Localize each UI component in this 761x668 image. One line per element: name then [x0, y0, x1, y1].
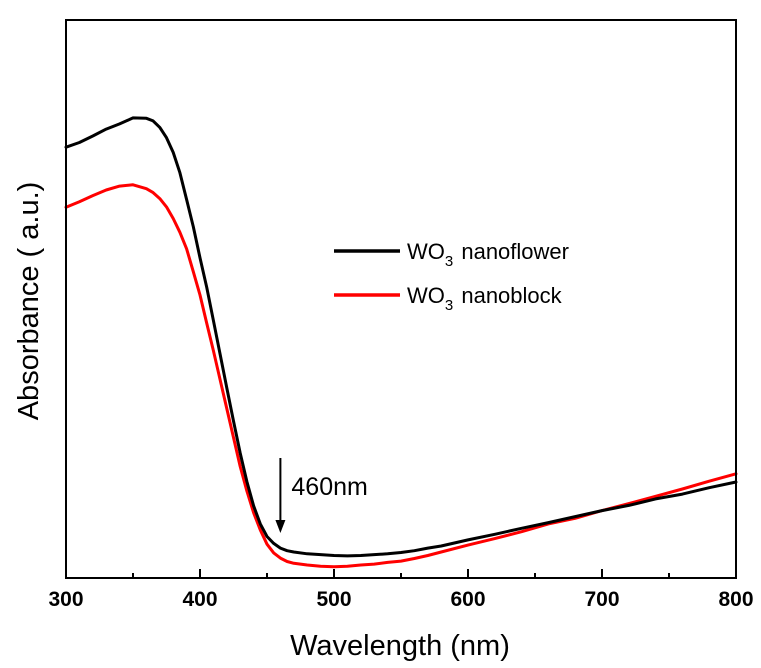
plot-frame-group: [65, 19, 737, 579]
x-tick-label: 300: [48, 588, 83, 611]
annotation-group: 460nm: [275, 458, 368, 533]
x-tick-label: 500: [316, 588, 351, 611]
annotation-arrow-head: [275, 520, 286, 533]
legend-entry-label: WO3 nanoflower: [407, 239, 569, 270]
legend-entry-label: WO3 nanoblock: [407, 283, 563, 314]
x-tick-label: 600: [450, 588, 485, 611]
series-line-nanoflower: [64, 116, 738, 558]
x-axis-label: Wavelength (nm): [290, 630, 510, 662]
axis-ticks: 300 400 500 600 700 800: [48, 569, 754, 611]
x-tick-label: 700: [584, 588, 619, 611]
x-tick-label: 800: [718, 588, 753, 611]
series-lines: [64, 116, 738, 569]
legend: WO3 nanoflower WO3 nanoblock: [334, 239, 569, 314]
x-tick-label: 400: [182, 588, 217, 611]
plot-frame: [65, 19, 737, 579]
y-axis-label: Absorbance ( a.u.): [13, 182, 45, 421]
series-line-nanoblock: [64, 183, 738, 569]
annotation-label: 460nm: [291, 473, 367, 501]
